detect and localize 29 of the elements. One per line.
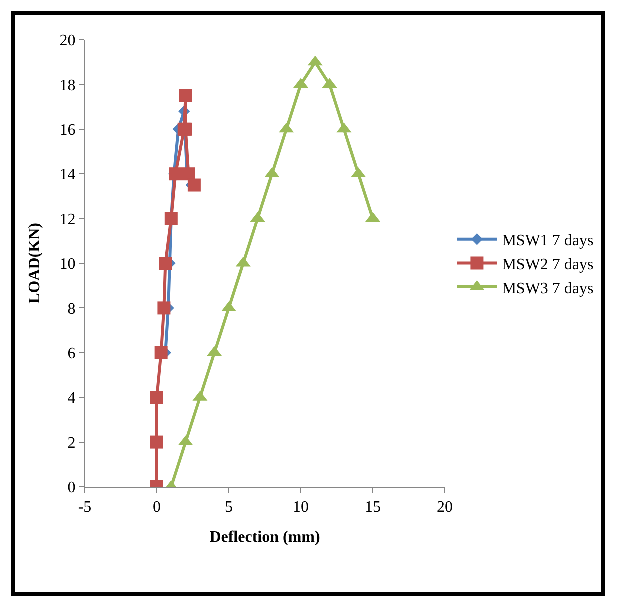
- x-axis-title: Deflection (mm): [210, 528, 320, 546]
- y-tick-label: 0: [68, 480, 76, 497]
- point: [179, 89, 192, 102]
- y-tick-label: 6: [68, 346, 76, 362]
- legend-label: MSW2 7 days: [502, 256, 594, 274]
- x-tick-label: -5: [78, 499, 92, 516]
- y-tick-label: 18: [60, 77, 76, 94]
- legend-label: MSW1 7 days: [502, 232, 594, 250]
- y-tick-label: 10: [60, 256, 76, 274]
- legend-label: MSW3 7 days: [502, 280, 594, 298]
- y-tick-label: 4: [68, 390, 76, 408]
- y-tick-label: 12: [60, 211, 76, 228]
- y-tick-label: 16: [60, 122, 76, 139]
- point: [150, 391, 164, 404]
- y-tick-label: 20: [60, 32, 76, 50]
- point: [188, 178, 201, 192]
- point: [150, 436, 164, 449]
- x-tick-label: 5: [225, 499, 233, 516]
- point: [158, 302, 171, 315]
- x-tick-label: 15: [365, 499, 381, 516]
- x-tick-label: 10: [293, 499, 309, 516]
- point: [154, 346, 168, 360]
- y-axis-title: LOAD(KN): [26, 223, 44, 304]
- y-tick-label: 14: [60, 166, 76, 184]
- point: [159, 257, 172, 270]
- x-tick-label: 20: [437, 499, 453, 516]
- x-tick-label: 0: [153, 499, 161, 516]
- y-tick-label: 8: [68, 300, 76, 318]
- y-tick-label: 2: [68, 434, 76, 452]
